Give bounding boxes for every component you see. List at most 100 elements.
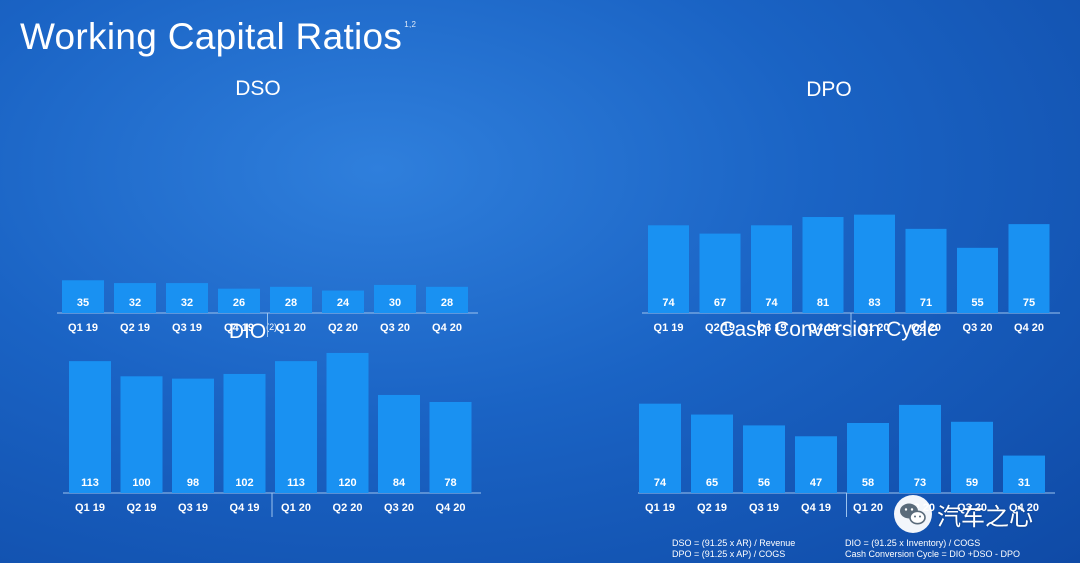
dso-category-label: Q1 19 — [68, 322, 98, 334]
dio-value-label: 100 — [132, 477, 150, 489]
dpo-value-label: 67 — [714, 297, 726, 309]
dpo-category-label: Q2 20 — [911, 322, 941, 334]
dio-chart-title: DIO(2) — [228, 320, 278, 343]
dpo-category-label: Q4 20 — [1014, 322, 1044, 334]
dso-bar-q3-20 — [374, 284, 416, 313]
ccc-category-label: Q3 20 — [957, 502, 987, 514]
dio-value-label: 113 — [287, 477, 305, 489]
dio-category-label: Q3 20 — [384, 502, 414, 514]
dio-category-label: Q1 20 — [281, 502, 311, 514]
dso-category-label: Q2 19 — [120, 322, 150, 334]
dio-category-label: Q2 20 — [333, 502, 363, 514]
dio-value-label: 98 — [187, 477, 199, 489]
page-title: Working Capital Ratios 1,2 — [20, 16, 417, 57]
dpo-value-label: 74 — [662, 297, 675, 309]
ccc-bar-q3-20 — [951, 421, 993, 493]
wechat-icon — [894, 495, 932, 533]
page-title-superscript: 1,2 — [404, 20, 417, 29]
footnotes-right: DIO = (91.25 x Inventory) / COGS Cash Co… — [845, 538, 1020, 560]
ccc-bar-q4-19 — [795, 436, 837, 493]
dpo-bar-q1-20 — [854, 214, 895, 313]
dso-value-label: 24 — [337, 297, 350, 309]
ccc-value-label: 65 — [706, 477, 718, 489]
ccc-value-label: 59 — [966, 477, 978, 489]
dso-value-label: 28 — [441, 297, 453, 309]
dio-value-label: 120 — [338, 477, 356, 489]
ccc-value-label: 47 — [810, 477, 822, 489]
dpo-category-label: Q1 20 — [860, 322, 890, 334]
dio-bar-q1-20 — [275, 361, 317, 493]
dso-value-label: 35 — [77, 297, 89, 309]
dso-bar-q4-19 — [218, 288, 260, 313]
ccc-value-label: 73 — [914, 477, 926, 489]
ccc-bar-q2-19 — [691, 414, 733, 493]
ccc-value-label: 58 — [862, 477, 874, 489]
dso-value-label: 26 — [233, 297, 245, 309]
dso-bar-q1-19 — [62, 280, 104, 313]
dpo-bar-q4-19 — [802, 217, 844, 313]
dpo-value-label: 75 — [1023, 297, 1035, 309]
ccc-category-label: Q2 19 — [697, 502, 727, 514]
ccc-category-label: Q1 20 — [853, 502, 883, 514]
watermark: 汽车之心 — [893, 494, 1033, 534]
footnote-ccc-formula: Cash Conversion Cycle = DIO +DSO - DPO — [845, 549, 1021, 559]
dio-bar-q2-19 — [120, 376, 163, 493]
dso-value-label: 32 — [129, 297, 141, 309]
ccc-category-label: Q1 19 — [645, 502, 675, 514]
dpo-category-label: Q3 20 — [963, 322, 993, 334]
dso-bar-q2-20 — [322, 290, 364, 313]
dpo-category-label: Q1 19 — [654, 322, 684, 334]
dio-category-label: Q2 19 — [127, 502, 157, 514]
footnotes-left: DSO = (91.25 x AR) / Revenue DPO = (91.2… — [672, 538, 795, 560]
dso-category-label: Q4 20 — [432, 322, 462, 334]
dpo-value-label: 74 — [765, 297, 778, 309]
dpo-value-label: 55 — [971, 297, 983, 309]
watermark-text: 汽车之心 — [937, 502, 1033, 531]
dpo-chart-title: DPO — [806, 78, 852, 101]
ccc-bar-q3-19 — [743, 425, 785, 493]
dio-chart: 113 Q1 19 100 Q2 19 98 Q3 19 102 Q4 19 113 Q1 20 1… — [63, 352, 481, 517]
dso-chart: 35 Q1 19 32 Q2 19 32 Q3 19 26 Q4 19 28 Q1 20 24 Q2 … — [57, 280, 478, 337]
dso-bar-q1-20 — [270, 286, 312, 313]
footnote-dso-formula: DSO = (91.25 x AR) / Revenue — [672, 538, 796, 548]
dio-bar-q3-20 — [378, 394, 420, 493]
ccc-chart-title: Cash Conversion Cycle — [719, 318, 939, 341]
dpo-category-label: Q4 19 — [808, 322, 838, 334]
dso-bar-q2-19 — [114, 283, 156, 313]
dpo-bar-q2-20 — [905, 228, 947, 313]
dio-title-superscript: (2) — [266, 322, 278, 332]
dso-category-label: Q3 20 — [380, 322, 410, 334]
ccc-bar-q1-19 — [639, 403, 681, 493]
dso-bar-q3-19 — [166, 283, 208, 313]
ccc-value-label: 74 — [654, 477, 667, 489]
ccc-value-label: 31 — [1018, 477, 1030, 489]
footnote-dpo-formula: DPO = (91.25 x AP) / COGS — [672, 549, 786, 559]
dpo-bar-q2-19 — [699, 233, 741, 313]
dpo-value-label: 81 — [817, 297, 829, 309]
dio-bar-q4-20 — [429, 401, 472, 493]
dio-bar-q3-19 — [172, 378, 214, 493]
dso-category-label: Q1 20 — [276, 322, 306, 334]
footnote-dio-formula: DIO = (91.25 x Inventory) / COGS — [845, 538, 981, 548]
dso-bar-q4-20 — [426, 286, 468, 313]
dio-category-label: Q3 19 — [178, 502, 208, 514]
dio-bar-q2-20 — [326, 352, 369, 493]
dso-value-label: 30 — [389, 297, 401, 309]
dio-category-label: Q4 19 — [230, 502, 260, 514]
dpo-category-label: Q3 19 — [757, 322, 787, 334]
dio-value-label: 113 — [81, 477, 99, 489]
dso-value-label: 28 — [285, 297, 297, 309]
dso-chart-title: DSO — [235, 77, 281, 100]
ccc-bar-q2-20 — [899, 404, 941, 493]
dpo-bar-q1-19 — [648, 225, 689, 313]
dpo-bar-q3-20 — [957, 247, 998, 313]
dso-category-label: Q3 19 — [172, 322, 202, 334]
dio-bar-q4-19 — [223, 373, 266, 493]
dio-bar-q1-19 — [69, 361, 111, 493]
dso-value-label: 32 — [181, 297, 193, 309]
dso-category-label: Q4 19 — [224, 322, 254, 334]
dso-category-label: Q2 20 — [328, 322, 358, 334]
dpo-category-label: Q2 19 — [705, 322, 735, 334]
ccc-category-label: Q4 19 — [801, 502, 831, 514]
